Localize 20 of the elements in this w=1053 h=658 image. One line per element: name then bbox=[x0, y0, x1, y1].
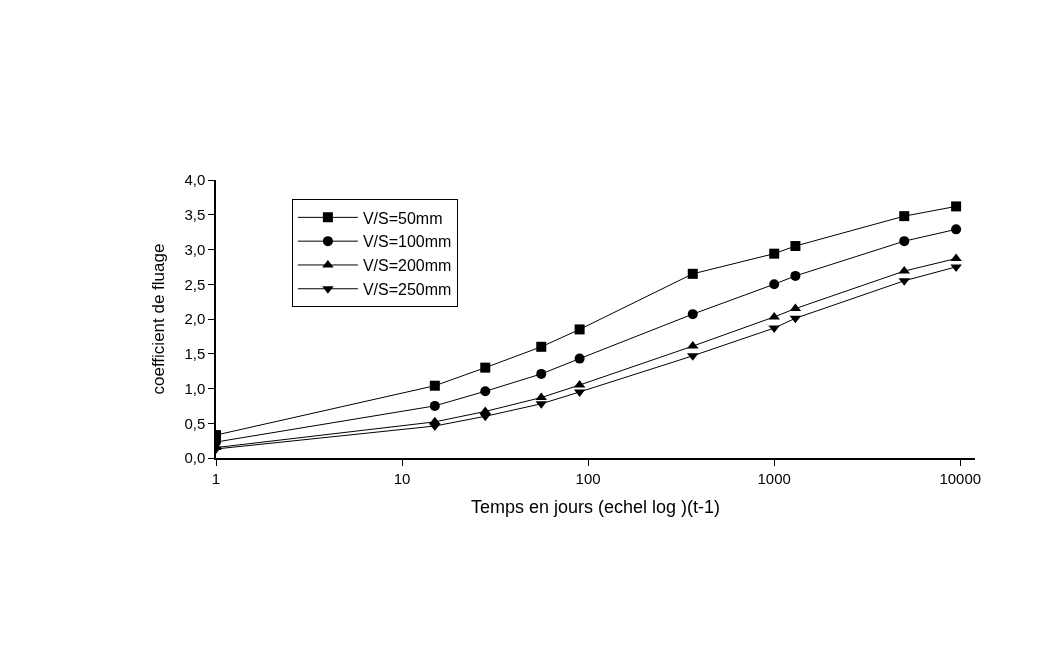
x-tick-label: 1000 bbox=[757, 469, 791, 487]
legend-label: V/S=250mm bbox=[362, 281, 452, 298]
x-tick-label: 10 bbox=[393, 469, 411, 487]
legend-label: V/S=50mm bbox=[362, 209, 443, 227]
y-tick-label: 3,0 bbox=[184, 240, 206, 258]
legend-label: V/S=100mm bbox=[362, 233, 452, 251]
y-tick-label: 2,0 bbox=[184, 310, 206, 328]
legend-label: V/S=200mm bbox=[362, 257, 452, 275]
x-tick-label: 10000 bbox=[939, 469, 982, 487]
y-tick-label: 1,5 bbox=[184, 345, 206, 362]
x-axis-title: Temps en jours (echel log )(t-1) bbox=[470, 497, 721, 518]
y-axis-title: coefficient de fluage bbox=[149, 243, 169, 395]
y-tick-label: 2,5 bbox=[184, 275, 206, 293]
y-tick-label: 3,5 bbox=[184, 206, 206, 223]
y-tick-label: 0,5 bbox=[184, 414, 206, 432]
y-tick-label: 0,0 bbox=[184, 449, 206, 467]
x-tick-label: 100 bbox=[575, 469, 601, 487]
y-tick-label: 1,0 bbox=[184, 379, 206, 397]
x-tick-label: 1 bbox=[211, 469, 221, 487]
y-tick-label: 4,0 bbox=[184, 171, 206, 189]
